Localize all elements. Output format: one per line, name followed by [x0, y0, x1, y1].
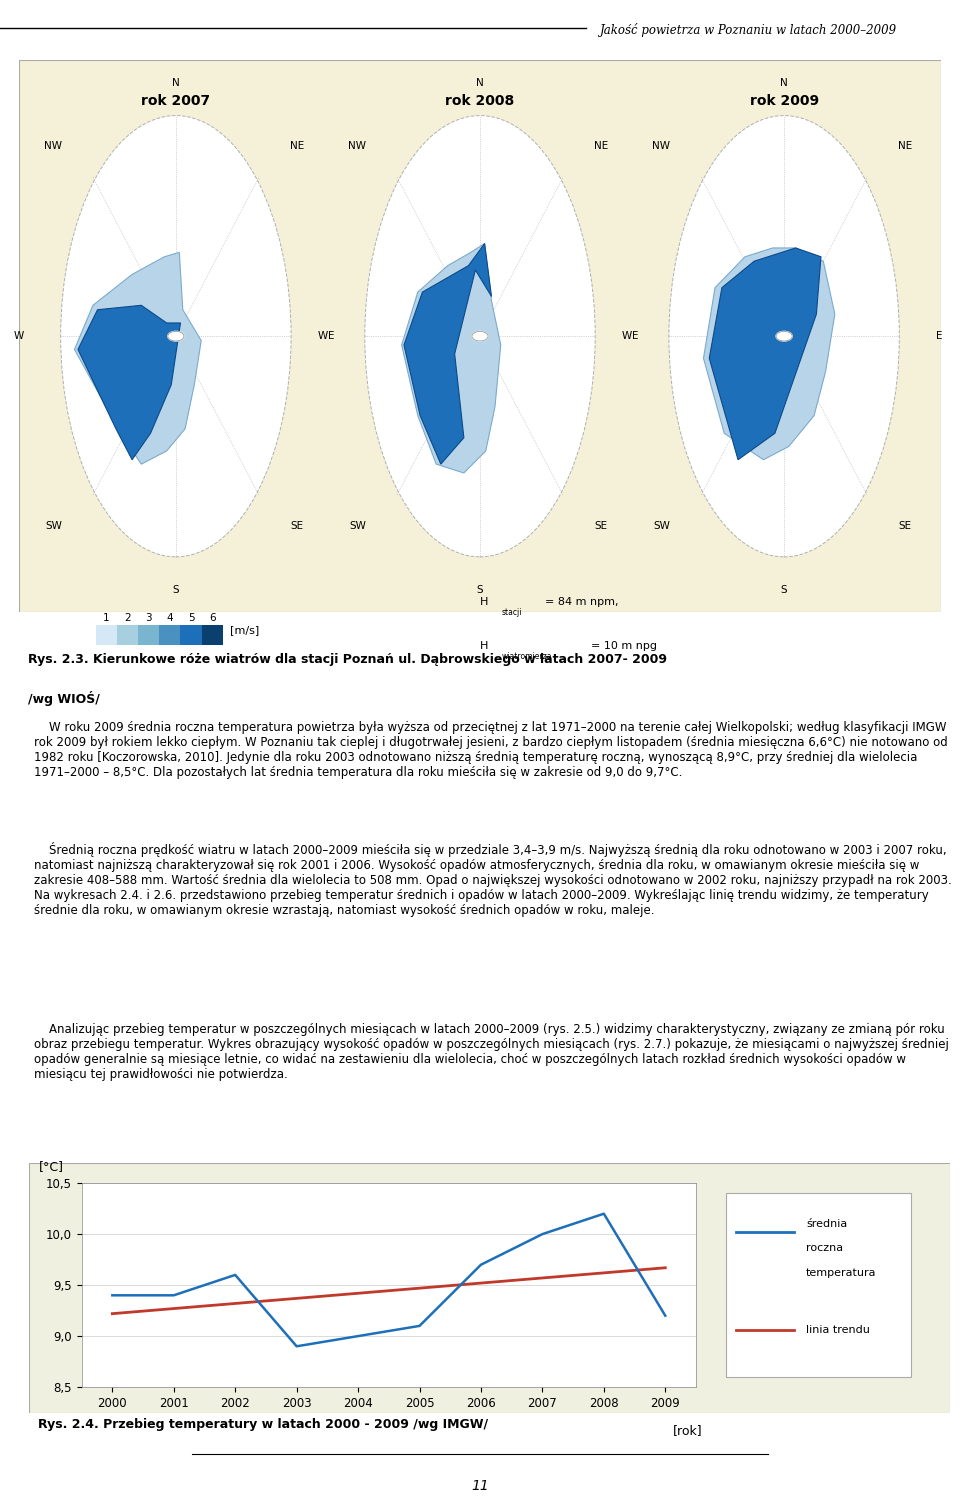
- Bar: [202, 626, 223, 645]
- Text: średnia: średnia: [806, 1219, 848, 1228]
- Text: /wg WIOŚ/: /wg WIOŚ/: [29, 691, 100, 706]
- Text: = 84 m npm,: = 84 m npm,: [544, 597, 618, 607]
- Circle shape: [168, 331, 184, 341]
- Text: E: E: [936, 331, 943, 341]
- Text: 4: 4: [167, 613, 173, 624]
- Text: stacji: stacji: [502, 607, 522, 616]
- Text: SE: SE: [594, 521, 607, 532]
- Text: roczna: roczna: [806, 1244, 843, 1254]
- Text: 3: 3: [146, 613, 152, 624]
- Text: rok 2008: rok 2008: [445, 94, 515, 107]
- Text: 2: 2: [125, 613, 131, 624]
- Text: Rys. 2.4. Przebieg temperatury w latach 2000 - 2009 /wg IMGW/: Rys. 2.4. Przebieg temperatury w latach …: [37, 1419, 488, 1431]
- Bar: [159, 626, 180, 645]
- Text: [rok]: [rok]: [673, 1423, 702, 1437]
- Text: Średnią roczna prędkość wiatru w latach 2000–2009 mieściła się w przedziale 3,4–: Średnią roczna prędkość wiatru w latach …: [34, 842, 951, 917]
- Text: NW: NW: [44, 141, 61, 151]
- Text: SE: SE: [899, 521, 911, 532]
- Text: NE: NE: [290, 141, 304, 151]
- Text: rok 2009: rok 2009: [750, 94, 819, 107]
- Text: E: E: [632, 331, 638, 341]
- Text: 5: 5: [188, 613, 194, 624]
- Text: [m/s]: [m/s]: [230, 626, 259, 635]
- Text: 1: 1: [104, 613, 109, 624]
- Text: rok 2007: rok 2007: [141, 94, 210, 107]
- Text: Jakość powietrza w Poznaniu w latach 2000–2009: Jakość powietrza w Poznaniu w latach 200…: [600, 24, 898, 38]
- Text: Analizując przebieg temperatur w poszczególnych miesiącach w latach 2000–2009 (r: Analizując przebieg temperatur w poszcze…: [34, 1023, 948, 1080]
- Text: NW: NW: [348, 141, 366, 151]
- Text: wiatromierza: wiatromierza: [502, 651, 552, 660]
- Bar: [180, 626, 202, 645]
- Text: SW: SW: [653, 521, 670, 532]
- Ellipse shape: [60, 116, 291, 556]
- Text: 6: 6: [209, 613, 215, 624]
- Text: NW: NW: [652, 141, 670, 151]
- Text: SW: SW: [45, 521, 61, 532]
- Text: W: W: [318, 331, 328, 341]
- Text: Rys. 2.3. Kierunkowe róże wiatrów dla stacji Poznań ul. Dąbrowskiego w latach 20: Rys. 2.3. Kierunkowe róże wiatrów dla st…: [29, 653, 667, 665]
- Polygon shape: [709, 248, 821, 459]
- Text: SW: SW: [349, 521, 366, 532]
- Ellipse shape: [669, 116, 900, 556]
- Text: NE: NE: [594, 141, 609, 151]
- Bar: [138, 626, 159, 645]
- Circle shape: [472, 331, 488, 341]
- Text: E: E: [328, 331, 334, 341]
- Polygon shape: [75, 252, 202, 464]
- Polygon shape: [401, 243, 501, 473]
- Text: H: H: [480, 641, 489, 651]
- Circle shape: [776, 331, 792, 341]
- Text: = 10 m npg: = 10 m npg: [590, 641, 657, 651]
- Ellipse shape: [365, 116, 595, 556]
- Text: temperatura: temperatura: [806, 1268, 876, 1278]
- Text: linia trendu: linia trendu: [806, 1325, 870, 1336]
- Text: 11: 11: [471, 1479, 489, 1493]
- Polygon shape: [704, 248, 835, 459]
- Bar: [96, 626, 117, 645]
- Text: NE: NE: [899, 141, 912, 151]
- Text: S: S: [780, 585, 787, 595]
- Text: W roku 2009 średnia roczna temperatura powietrza była wyższa od przeciętnej z la: W roku 2009 średnia roczna temperatura p…: [34, 721, 948, 778]
- Text: W: W: [622, 331, 632, 341]
- Polygon shape: [404, 243, 492, 464]
- Text: S: S: [477, 585, 483, 595]
- Bar: [117, 626, 138, 645]
- Text: N: N: [476, 77, 484, 88]
- Text: W: W: [13, 331, 24, 341]
- Text: N: N: [172, 77, 180, 88]
- Polygon shape: [78, 305, 180, 459]
- Text: H: H: [480, 597, 489, 607]
- Text: S: S: [173, 585, 180, 595]
- Text: [°C]: [°C]: [38, 1160, 63, 1173]
- Text: SE: SE: [290, 521, 303, 532]
- Text: N: N: [780, 77, 788, 88]
